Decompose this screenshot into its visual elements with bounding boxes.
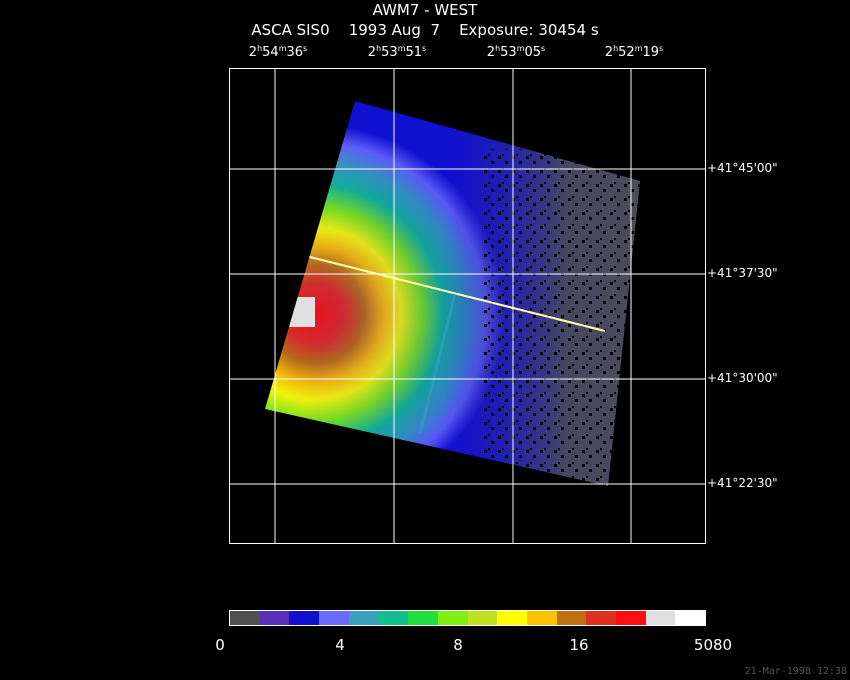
- detector-field: [265, 101, 640, 486]
- plot-subtitle: ASCA SIS0 1993 Aug 7 Exposure: 30454 s: [251, 21, 599, 39]
- colorbar-label: 5080: [693, 636, 733, 654]
- colorbar-segment: [230, 611, 260, 625]
- dec-label: +41°22'30": [707, 476, 778, 490]
- colorbar-segment: [615, 611, 646, 625]
- colorbar: [229, 610, 706, 626]
- colorbar-segment: [497, 611, 527, 625]
- colorbar-segment: [437, 611, 468, 625]
- colorbar-label: 16: [569, 636, 589, 654]
- ra-label: 2h53m51s: [367, 44, 427, 60]
- colorbar-segment: [319, 611, 349, 625]
- xray-image: [230, 69, 705, 543]
- timestamp: 21-Mar-1998 12:38: [744, 666, 847, 677]
- ra-label: 2h52m19s: [604, 44, 664, 60]
- colorbar-label: 8: [453, 636, 463, 654]
- xray-image-panel: [229, 68, 706, 544]
- chip-gap-line: [301, 254, 606, 332]
- colorbar-segment: [675, 611, 705, 625]
- colorbar-segment: [348, 611, 379, 625]
- colorbar-label: 4: [335, 636, 345, 654]
- colorbar-segment: [556, 611, 587, 625]
- plot-title: AWM7 - WEST: [372, 1, 478, 19]
- ra-label: 2h54m36s: [248, 44, 308, 60]
- colorbar-segment: [378, 611, 409, 625]
- colorbar-segment: [408, 611, 438, 625]
- colorbar-segment: [526, 611, 557, 625]
- dec-label: +41°37'30": [707, 266, 778, 280]
- coordinate-grid: [230, 69, 705, 543]
- colorbar-segment: [586, 611, 616, 625]
- dec-label: +41°45'00": [707, 161, 778, 175]
- colorbar-segment: [645, 611, 676, 625]
- ra-label: 2h53m05s: [486, 44, 546, 60]
- dec-label: +41°30'00": [707, 371, 778, 385]
- colorbar-segment: [467, 611, 498, 625]
- colorbar-label: 0: [215, 636, 225, 654]
- colorbar-segment: [259, 611, 290, 625]
- colorbar-segment: [289, 611, 320, 625]
- core-saturation: [285, 297, 315, 327]
